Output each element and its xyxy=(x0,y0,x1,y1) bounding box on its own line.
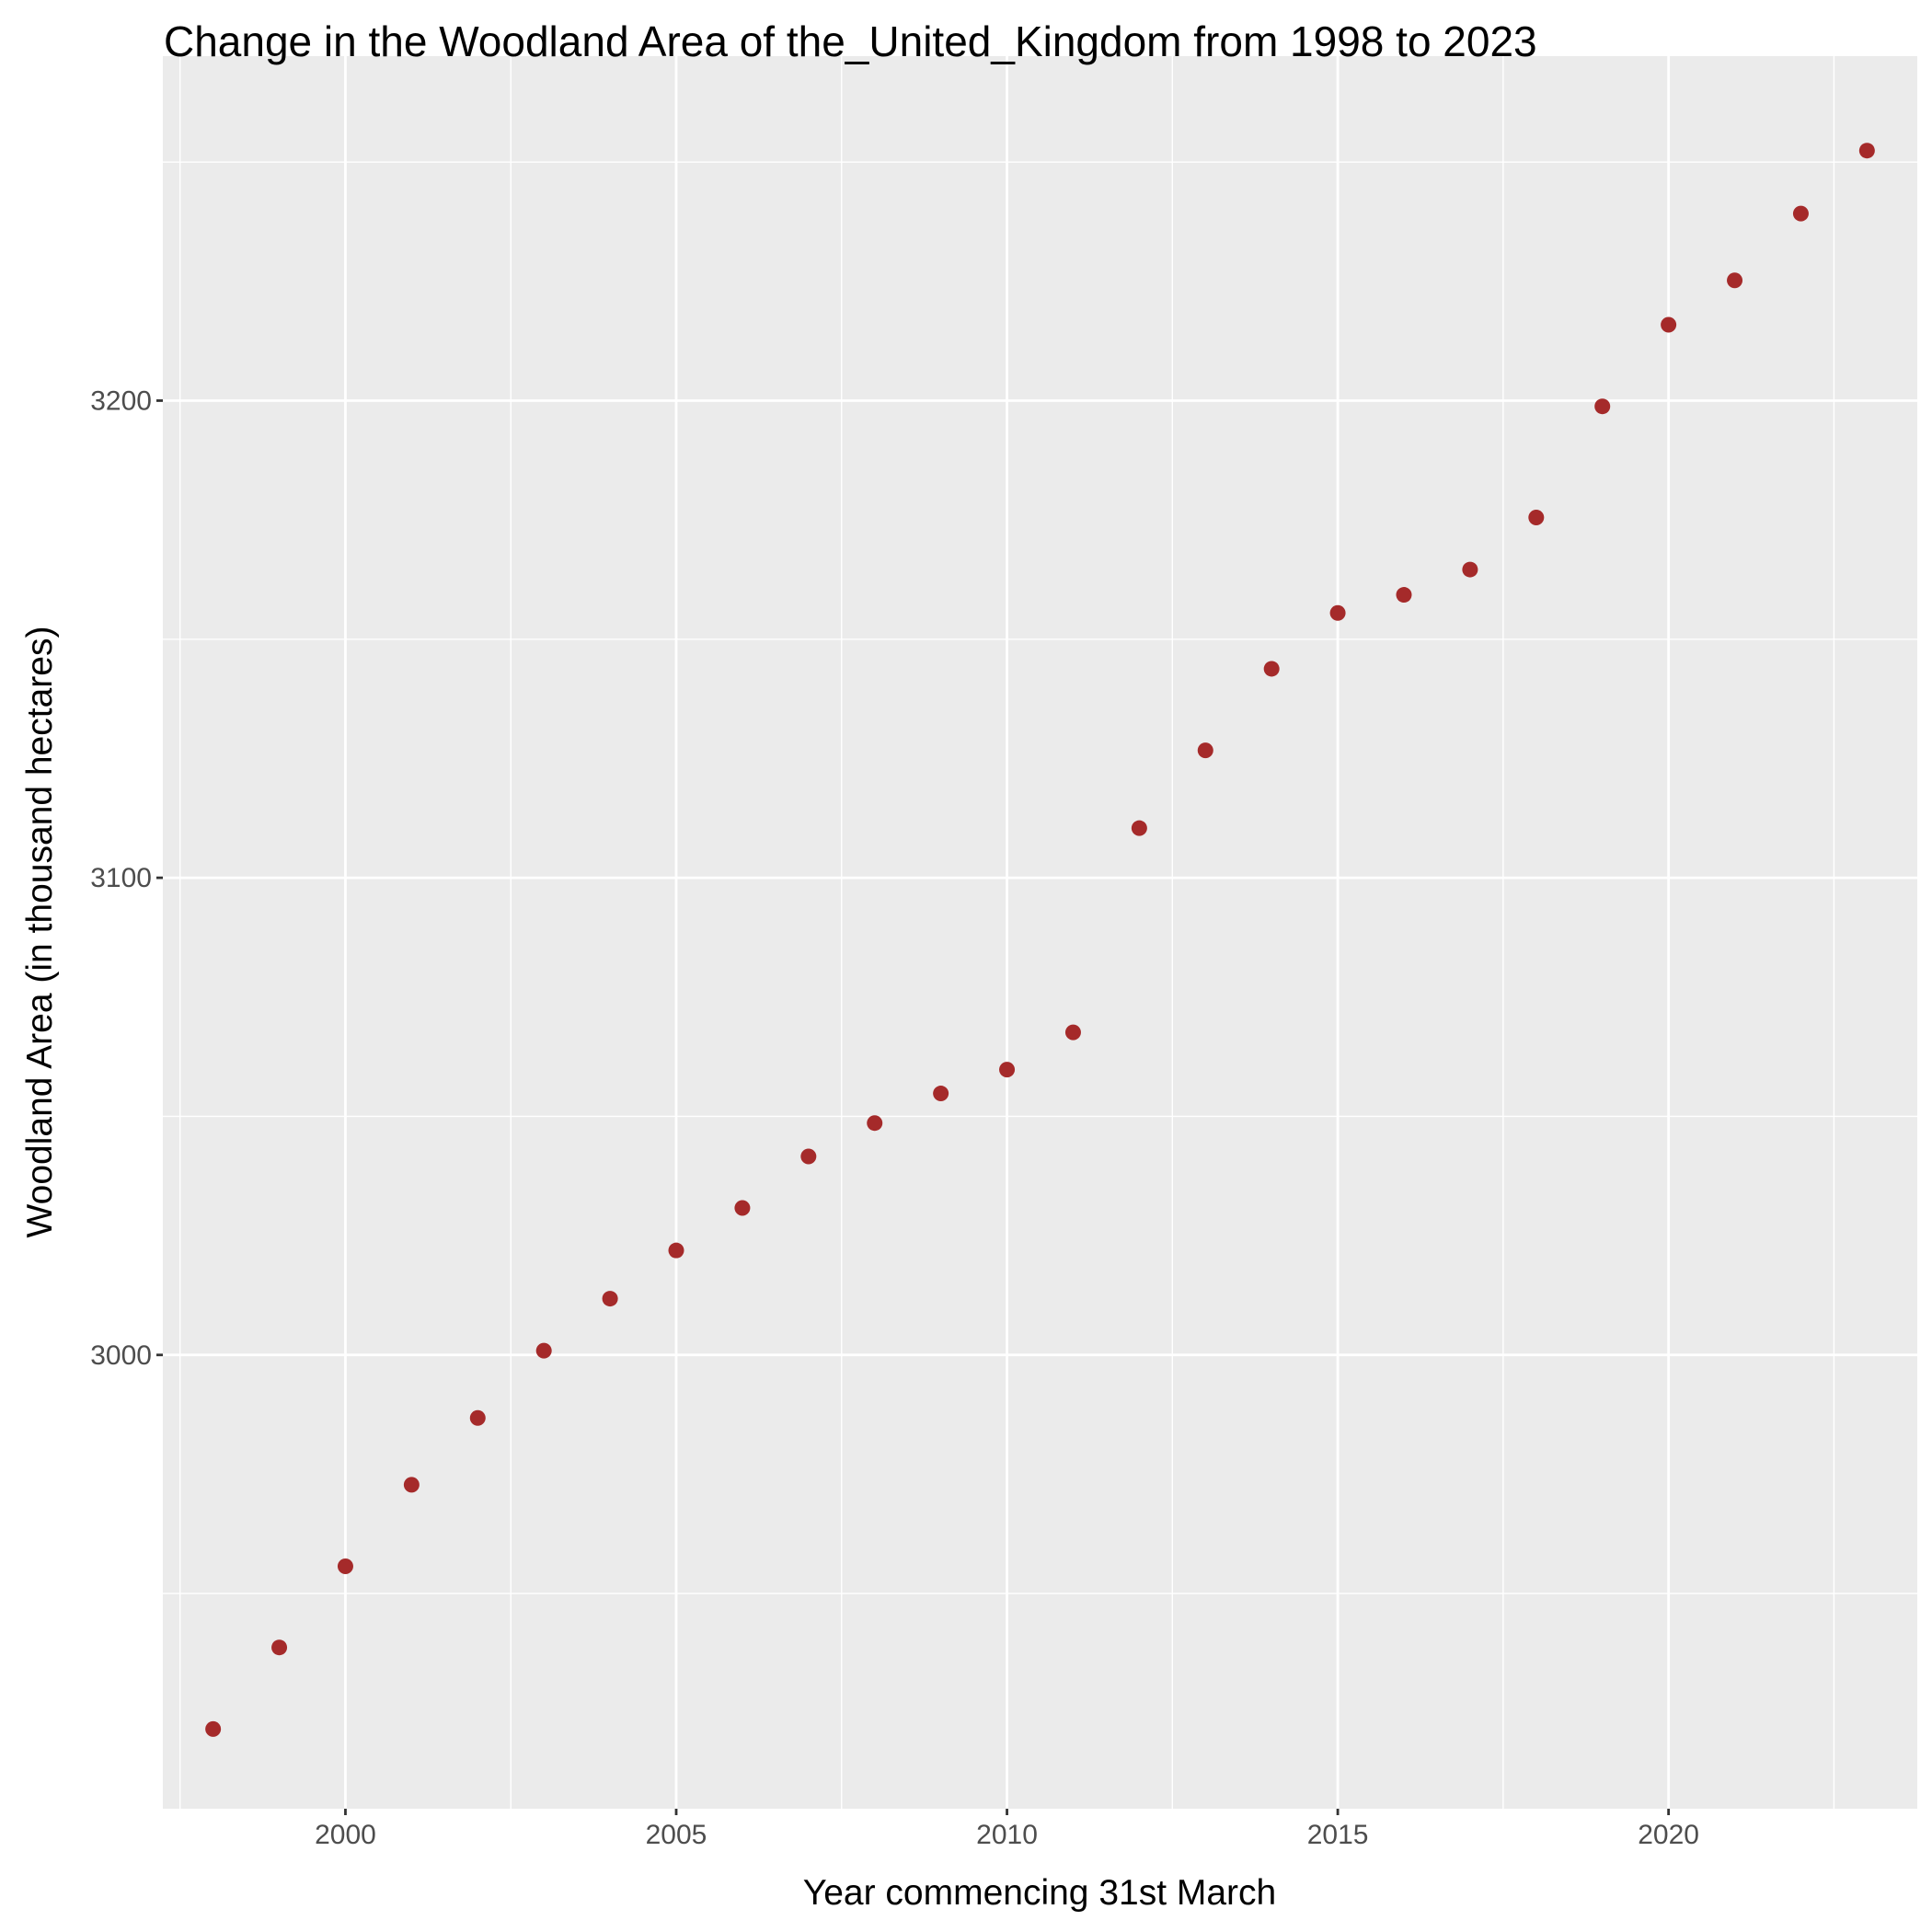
data-point xyxy=(535,1342,552,1359)
chart-title: Change in the Woodland Area of the_Unite… xyxy=(164,17,1537,65)
data-point xyxy=(1661,316,1677,333)
x-axis: 2000 2005 2010 2015 2020 xyxy=(315,1809,1699,1850)
x-tick-label: 2000 xyxy=(315,1820,376,1850)
x-axis-title: Year commencing 31st March xyxy=(803,1873,1276,1913)
data-point xyxy=(1462,561,1478,578)
data-point xyxy=(1858,143,1875,159)
data-point xyxy=(1263,661,1280,677)
data-point xyxy=(1727,272,1743,289)
y-axis: 3000 3100 3200 xyxy=(90,385,163,1371)
y-axis-title: Woodland Area (in thousand hectares) xyxy=(20,627,60,1238)
data-point xyxy=(1528,510,1545,526)
minor-gridlines xyxy=(163,56,1917,1809)
data-point xyxy=(403,1477,420,1493)
data-point xyxy=(1396,587,1412,604)
data-point xyxy=(734,1200,751,1216)
data-point xyxy=(1594,398,1611,415)
data-point xyxy=(205,1720,222,1737)
data-point xyxy=(1064,1024,1081,1041)
x-tick-label: 2005 xyxy=(646,1820,707,1850)
data-point xyxy=(800,1148,817,1165)
data-point xyxy=(933,1086,949,1102)
data-point xyxy=(1197,742,1213,759)
data-point xyxy=(999,1062,1016,1078)
x-tick-label: 2010 xyxy=(976,1820,1038,1850)
plot-panel xyxy=(163,56,1917,1809)
data-point xyxy=(337,1558,353,1575)
data-point xyxy=(867,1115,883,1132)
data-point xyxy=(469,1409,486,1426)
data-point xyxy=(271,1639,288,1656)
major-gridlines xyxy=(163,56,1917,1809)
data-point xyxy=(1792,205,1809,222)
x-tick-label: 2015 xyxy=(1307,1820,1369,1850)
data-points xyxy=(205,143,1875,1737)
data-point xyxy=(602,1291,618,1307)
x-tick-label: 2020 xyxy=(1638,1820,1699,1850)
y-tick-label: 3100 xyxy=(90,863,152,893)
y-tick-label: 3000 xyxy=(90,1340,152,1371)
data-point xyxy=(668,1242,684,1259)
data-point xyxy=(1131,820,1147,836)
y-tick-label: 3200 xyxy=(90,385,152,416)
data-point xyxy=(1329,604,1346,621)
